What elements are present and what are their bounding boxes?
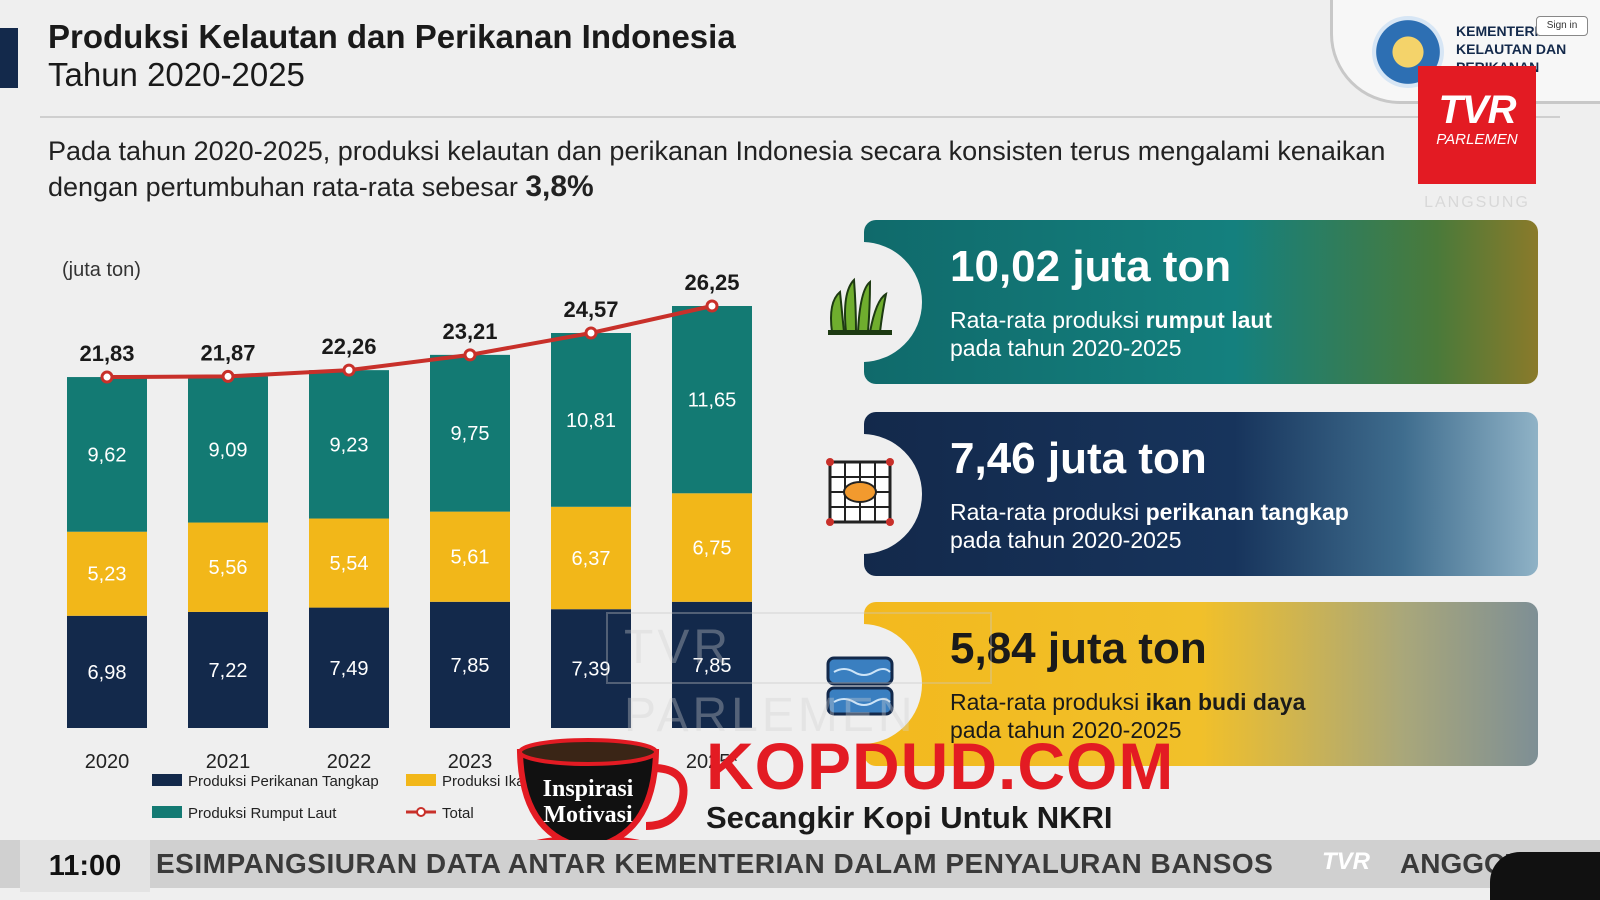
stacked-bar-chart: (juta ton) 6,98 5,23 9,62 2020 7,22 5,56 9,09 2… <box>62 259 752 822</box>
bar-segment <box>672 306 752 494</box>
title-accent-bar <box>0 28 18 88</box>
bar-segment <box>672 601 752 728</box>
bar-value-label: 7,39 <box>572 659 611 681</box>
news-ticker-bar <box>0 840 1600 888</box>
total-value-label: 22,26 <box>321 334 376 359</box>
bar-segment <box>188 522 268 612</box>
stat-description: Rata-rata produksi rumput laut pada tahun… <box>950 307 1273 361</box>
legend-swatch <box>152 806 182 818</box>
chart-unit-label: (juta ton) <box>62 259 141 281</box>
x-tick-label: 2023 <box>448 751 493 773</box>
bar-segment <box>188 376 268 523</box>
stat-value: 7,46 juta ton <box>950 434 1207 483</box>
bar-value-label: 5,54 <box>330 553 369 575</box>
bar-segment <box>309 518 389 608</box>
tv-channel-logo: TVR PARLEMEN <box>1418 66 1536 184</box>
bar-value-label: 10,81 <box>566 410 616 432</box>
stat-card-aquaculture: 5,84 juta ton Rata-rata produksi ikan bu… <box>864 602 1538 766</box>
bar-segment <box>67 615 147 728</box>
x-tick-label: 2022 <box>327 751 372 773</box>
cup-text-line2: Motivasi <box>543 802 633 828</box>
total-point <box>342 363 356 377</box>
stat-description: Rata-rata produksi ikan budi daya pada ta… <box>950 689 1306 743</box>
total-point <box>463 348 477 362</box>
bar-value-label: 6,75 <box>693 538 732 560</box>
stat-value: 5,84 juta ton <box>950 624 1207 673</box>
legend-swatch <box>152 774 182 786</box>
bar-value-label: 7,85 <box>451 655 490 677</box>
bar-value-label: 7,85 <box>693 655 732 677</box>
tv-logo-subtext: PARLEMEN <box>1436 131 1518 148</box>
intro-text: Pada tahun 2020-2025, produksi kelautan … <box>48 136 1386 202</box>
bar-segment <box>551 609 631 728</box>
x-tick-label: 2025* <box>686 751 738 773</box>
bar-segment <box>309 607 389 728</box>
stat-card-capture-fisheries: 7,46 juta ton Rata-rata produksi perikan… <box>864 412 1538 576</box>
bar-value-label: 5,61 <box>451 547 490 569</box>
bar-value-label: 6,37 <box>572 548 611 570</box>
page-subtitle: Tahun 2020-2025 <box>48 56 305 93</box>
total-point <box>221 369 235 383</box>
total-point <box>100 370 114 384</box>
bar-value-label: 7,22 <box>209 660 248 682</box>
ticker-headline: ESIMPANGSIURAN DATA ANTAR KEMENTERIAN DA… <box>156 848 1274 879</box>
sign-in-button[interactable]: Sign in <box>1536 16 1588 36</box>
total-point <box>584 326 598 340</box>
stat-value: 10,02 juta ton <box>950 242 1232 291</box>
total-value-label: 26,25 <box>684 270 739 295</box>
legend-swatch <box>406 774 436 786</box>
aquaculture-pond-icon <box>826 656 894 716</box>
bar-value-label: 9,75 <box>451 423 490 445</box>
bar-value-label: 7,49 <box>330 658 369 680</box>
bar-value-label: 9,09 <box>209 439 248 461</box>
bar-segment <box>672 493 752 602</box>
cup-text-line1: Inspirasi <box>543 776 634 802</box>
ticker-channel-logo: TVR <box>1322 848 1370 875</box>
x-tick-label: 2021 <box>206 751 251 773</box>
total-point <box>705 299 719 313</box>
watermark-site-name: KOPDUD.COM <box>706 729 1175 803</box>
total-line <box>106 304 713 380</box>
seaweed-icon <box>828 277 892 335</box>
legend-label: Total <box>442 805 474 822</box>
intro-paragraph: Pada tahun 2020-2025, produksi kelautan … <box>48 134 1408 205</box>
bar-segment <box>551 333 631 507</box>
total-value-label: 24,57 <box>563 297 618 322</box>
bar-segment <box>430 511 510 602</box>
total-value-label: 21,87 <box>200 340 255 365</box>
bar-value-label: 11,65 <box>688 390 737 412</box>
bar-segment <box>67 377 147 532</box>
bar-value-label: 5,56 <box>209 557 248 579</box>
legend-swatch-dot <box>416 807 426 817</box>
watermark-tagline: Secangkir Kopi Untuk NKRI <box>706 800 1113 835</box>
bar-segment <box>188 611 268 728</box>
bar-value-label: 9,23 <box>330 434 369 456</box>
bar-value-label: 6,98 <box>88 662 127 684</box>
legend-label: Produksi Perikanan Tangkap <box>188 773 379 790</box>
total-value-label: 21,83 <box>79 341 134 366</box>
bar-value-label: 5,23 <box>88 564 127 586</box>
bar-segment <box>430 354 510 512</box>
x-tick-label: 2020 <box>85 751 130 773</box>
bar-value-label: 9,62 <box>88 444 127 466</box>
broadcast-clock: 11:00 <box>20 840 150 892</box>
total-value-label: 23,21 <box>442 319 497 344</box>
growth-highlight: 3,8% <box>525 170 594 203</box>
bar-segment <box>309 370 389 519</box>
page-title: Produksi Kelautan dan Perikanan Indonesi… <box>48 18 736 55</box>
faint-tv-watermark: TVR PARLEMEN <box>606 612 992 742</box>
bar-segment <box>430 601 510 728</box>
header-divider <box>40 116 1560 118</box>
legend-label: Produksi Rumput Laut <box>188 805 337 822</box>
stat-description: Rata-rata produksi perikanan tangkap pada… <box>950 499 1349 553</box>
fishing-net-icon <box>826 458 894 526</box>
stat-card-seaweed: 10,02 juta ton Rata-rata produksi rumput… <box>864 220 1538 384</box>
live-label: LANGSUNG <box>1424 194 1530 211</box>
corner-overlay <box>1490 852 1600 900</box>
bar-segment <box>67 531 147 616</box>
bar-segment <box>551 506 631 610</box>
tv-logo-text: TVR <box>1438 88 1517 132</box>
